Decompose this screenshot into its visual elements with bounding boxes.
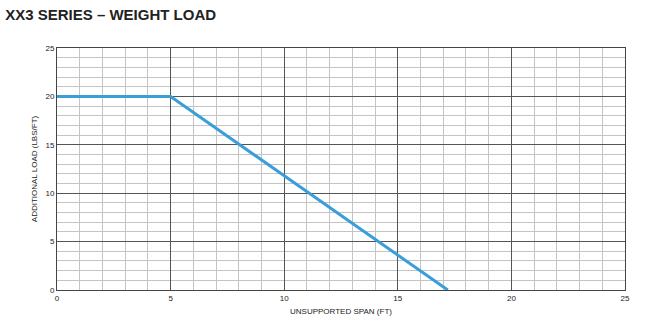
- svg-text:15: 15: [45, 141, 54, 150]
- svg-text:0: 0: [50, 286, 55, 295]
- svg-text:20: 20: [507, 294, 516, 303]
- svg-text:XX3 SERIES – WEIGHT LOAD: XX3 SERIES – WEIGHT LOAD: [5, 6, 216, 23]
- svg-text:25: 25: [45, 44, 54, 53]
- svg-text:20: 20: [45, 92, 54, 101]
- svg-text:ADDITIONAL LOAD (LBS/FT): ADDITIONAL LOAD (LBS/FT): [30, 115, 39, 222]
- svg-text:15: 15: [393, 294, 402, 303]
- svg-text:UNSUPPORTED SPAN (FT): UNSUPPORTED SPAN (FT): [290, 307, 392, 316]
- svg-text:0: 0: [55, 294, 60, 303]
- svg-text:5: 5: [50, 237, 55, 246]
- svg-text:5: 5: [168, 294, 173, 303]
- svg-text:10: 10: [280, 294, 289, 303]
- svg-text:25: 25: [621, 294, 630, 303]
- svg-text:10: 10: [45, 189, 54, 198]
